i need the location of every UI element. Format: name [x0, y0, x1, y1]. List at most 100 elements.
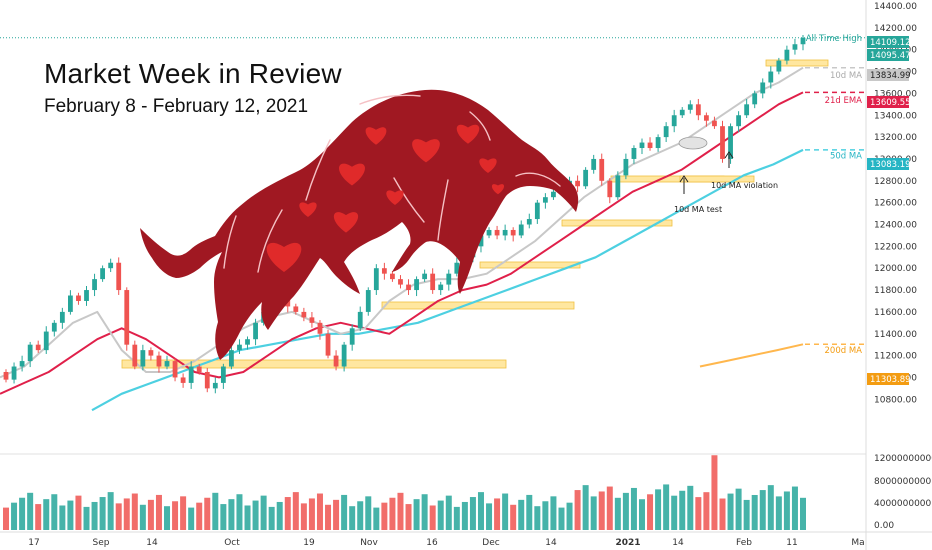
volume-bar [91, 501, 98, 530]
candle-body [486, 229, 492, 236]
candle-body [349, 328, 355, 345]
candle-body [647, 142, 653, 149]
volume-bar [357, 501, 364, 530]
volume-bar [518, 499, 525, 530]
candle-body [406, 284, 411, 291]
candle-body [140, 350, 146, 367]
ma-label: 50d MA [830, 152, 862, 162]
candle-body [124, 290, 130, 345]
candle-body [373, 268, 379, 291]
x-tick-label: Feb [736, 538, 752, 548]
candle-body [639, 142, 645, 149]
candle-body [381, 268, 387, 274]
volume-bar [566, 502, 573, 530]
ma50-line [91, 148, 804, 412]
volume-bar [719, 498, 726, 530]
volume-bar [679, 490, 686, 530]
ma-label: 200d MA [825, 346, 863, 356]
x-tick-label: 11 [786, 538, 797, 548]
candle-body [454, 262, 460, 274]
volume-bar [687, 485, 694, 530]
volume-tick-label: 0.00 [874, 521, 894, 531]
bull-illustration [140, 89, 579, 360]
y-tick-label: 12600.00 [874, 199, 917, 209]
y-tick-label: 13200.00 [874, 133, 917, 143]
candle-body [623, 158, 629, 176]
volume-bar [147, 499, 154, 530]
candle-body [116, 262, 122, 291]
volume-bar [107, 492, 114, 530]
volume-bar [735, 488, 742, 530]
y-tick-label: 12000.00 [874, 264, 917, 274]
volume-bar [711, 455, 718, 530]
candle-body [245, 339, 250, 345]
volume-bar [276, 501, 283, 530]
support-zone [679, 175, 755, 183]
volume-bar [663, 484, 670, 530]
x-tick-label: 17 [28, 538, 39, 548]
highlight-ellipse [678, 136, 708, 150]
y-tick-label: 13400.00 [874, 111, 917, 121]
volume-bar [655, 489, 662, 530]
volume-bar [477, 492, 484, 530]
candle-body [365, 290, 371, 312]
candle-body [631, 148, 637, 159]
candle-body [84, 290, 89, 301]
candle-body [800, 37, 806, 45]
candle-body [534, 202, 540, 220]
volume-bar [397, 492, 404, 530]
volume-bar [695, 497, 702, 530]
volume-bar [333, 499, 340, 530]
y-tick-label: 14200.00 [874, 24, 917, 34]
candle-body [695, 104, 701, 116]
x-tick-label: Ma [851, 538, 864, 548]
volume-bar [365, 496, 372, 530]
candle-body [100, 268, 106, 280]
volume-tick-label: 4000000000.00 [874, 499, 932, 509]
support-zone [561, 219, 673, 227]
ma-label: 10d MA [830, 71, 862, 81]
candle-body [760, 82, 766, 94]
y-tick-label: 13600.00 [874, 89, 917, 99]
volume-bar [188, 507, 195, 530]
volume-bar [727, 493, 734, 530]
candle-body [615, 175, 621, 198]
volume-bar [671, 495, 678, 530]
ma200-line [699, 343, 804, 368]
volume-bar [494, 498, 501, 530]
ma-labels: All Time High 10d MA 21d EMA 50d MA 200d MA [806, 34, 862, 356]
candle-body [92, 279, 97, 291]
volume-bar [622, 492, 629, 530]
volume-bar [534, 506, 541, 530]
x-tick-label: Sep [93, 538, 110, 548]
support-zone [121, 359, 507, 369]
y-tick-label: 11200.00 [874, 352, 917, 362]
volume-bar [51, 494, 58, 530]
volume-bar [606, 486, 613, 530]
volume-bar [131, 493, 138, 530]
x-tick-label: 14 [146, 538, 158, 548]
title-block: Market Week in Review February 8 - Febru… [44, 58, 342, 118]
volume-bar [212, 492, 219, 530]
candle-body [526, 219, 532, 225]
price-badge-label: 14095.47 [870, 51, 911, 61]
volume-bar [461, 501, 468, 530]
volume-bars [3, 455, 806, 530]
candle-body [510, 229, 516, 236]
volume-bar [292, 492, 299, 530]
candle-body [357, 311, 363, 329]
candle-body [679, 109, 685, 116]
ma-label: All Time High [806, 34, 862, 44]
candle-body [728, 126, 733, 159]
volume-bar [196, 502, 203, 530]
volume-bar [123, 498, 130, 530]
candle-body [438, 284, 444, 291]
volume-bar [284, 497, 291, 530]
heart-icons [266, 124, 505, 272]
candle-body [188, 366, 194, 383]
volume-bar [574, 490, 581, 530]
candle-body [599, 158, 605, 181]
ma-label: 21d EMA [825, 96, 863, 106]
candle-body [35, 344, 41, 351]
volume-bar [775, 496, 782, 530]
